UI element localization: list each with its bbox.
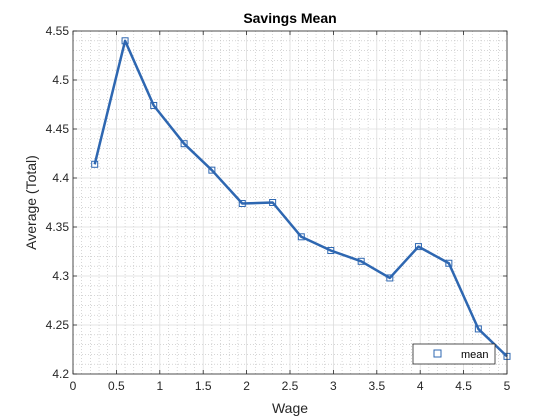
y-tick-label: 4.45 — [46, 122, 70, 136]
data-point-marker — [121, 37, 129, 45]
y-tick-label: 4.55 — [46, 24, 70, 38]
x-axis-label: Wage — [272, 400, 308, 416]
legend: mean — [412, 343, 496, 365]
legend-marker-square — [433, 349, 442, 358]
x-tick-label: 0.5 — [108, 379, 125, 393]
data-point-marker — [269, 199, 277, 206]
x-tick-label: 1 — [156, 379, 163, 393]
x-tick-label: 4 — [417, 379, 424, 393]
x-tick-label: 3 — [330, 379, 337, 393]
y-tick-label: 4.5 — [52, 73, 69, 87]
data-point-marker — [327, 247, 335, 255]
y-tick-label: 4.35 — [46, 220, 70, 234]
data-point-marker — [150, 101, 158, 109]
data-point-marker — [208, 166, 216, 174]
x-tick-label: 5 — [504, 379, 511, 393]
data-point-marker — [180, 140, 188, 148]
x-tick-label: 4.5 — [455, 379, 472, 393]
data-point-marker — [386, 274, 394, 282]
y-tick-label: 4.2 — [52, 367, 69, 381]
x-tick-label: 1.5 — [195, 379, 212, 393]
y-tick-label: 4.25 — [46, 318, 70, 332]
x-tick-label: 2.5 — [282, 379, 299, 393]
legend-box — [412, 343, 496, 365]
data-point-marker — [414, 243, 422, 251]
ticks: 0 0.5 1 1.5 2 2.5 3 3.5 4 4.5 54.24.254.34.354.44.… — [46, 24, 511, 393]
x-tick-label: 0 — [70, 379, 77, 393]
y-tick-label: 4.4 — [52, 171, 69, 185]
data-point-marker — [474, 325, 482, 333]
chart-title: Savings Mean — [243, 10, 336, 26]
series-line-mean — [93, 39, 508, 358]
data-point-marker — [91, 160, 99, 168]
legend-label: mean — [461, 349, 489, 361]
x-tick-label: 3.5 — [368, 379, 385, 393]
data-point-marker — [238, 199, 246, 207]
data-point-marker — [445, 259, 453, 267]
data-layer — [91, 37, 511, 360]
y-tick-label: 4.3 — [52, 269, 69, 283]
data-point-marker — [357, 257, 365, 265]
y-axis-label: Average (Total) — [23, 155, 39, 250]
data-point-marker — [297, 233, 305, 241]
x-tick-label: 2 — [243, 379, 250, 393]
